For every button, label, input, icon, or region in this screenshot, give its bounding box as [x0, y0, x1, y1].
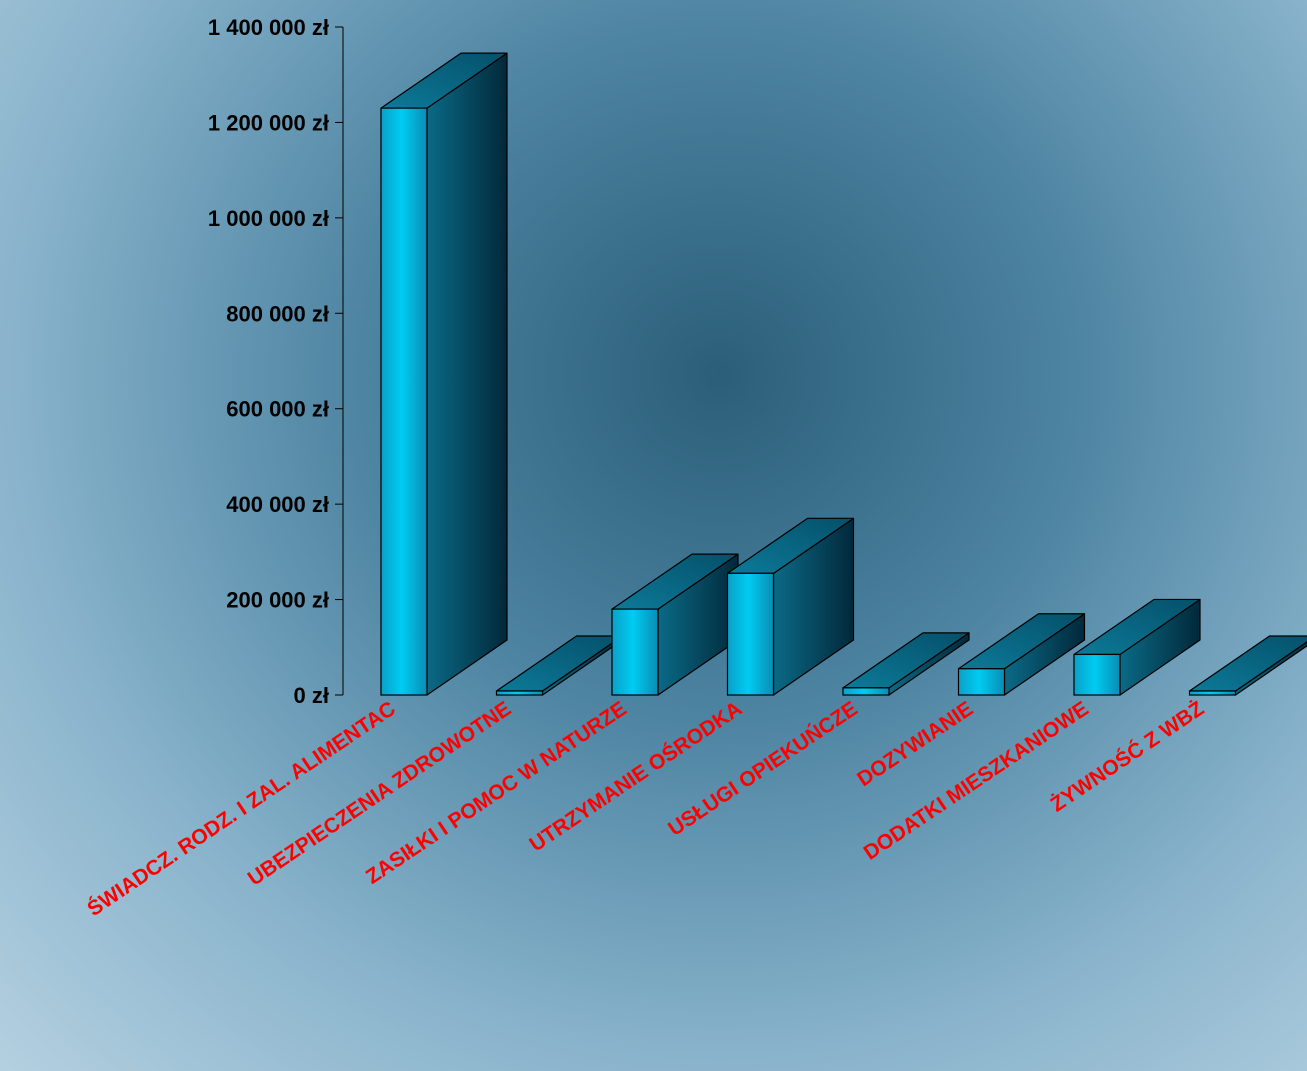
bar-front-face [1188, 690, 1237, 696]
bar[interactable] [380, 52, 508, 696]
y-tick-label: 600 000 zł [226, 397, 329, 422]
y-tick-label: 200 000 zł [226, 588, 329, 613]
y-tick-label: 1 400 000 zł [208, 15, 329, 40]
y-tick-label: 400 000 zł [226, 492, 329, 517]
bar-front-face [611, 608, 659, 696]
category-label: DODATKI MIESZKANIOWE [860, 697, 1093, 865]
bar-front-face [957, 668, 1006, 696]
category-label: UTRZYMANIE OŚRODKA [525, 696, 746, 856]
category-label: DOZYWIANIE [853, 697, 977, 791]
y-tick-label: 1 000 000 zł [208, 206, 329, 231]
bar-top-face [1188, 635, 1307, 692]
y-tick-label: 1 200 000 zł [208, 110, 329, 135]
bar[interactable] [957, 613, 1086, 696]
y-tick-label: 800 000 zł [226, 301, 329, 326]
bar[interactable] [1073, 598, 1201, 696]
category-label: USŁUGI OPIEKUŃCZE [664, 697, 862, 841]
bar[interactable] [842, 632, 970, 696]
bar-front-face [726, 572, 775, 696]
y-tick-label: 0 zł [294, 683, 329, 708]
bar[interactable] [726, 517, 855, 696]
bar-front-face [380, 107, 428, 696]
bar-front-face [1073, 653, 1121, 696]
bar-front-face [495, 690, 544, 696]
bar[interactable] [611, 553, 739, 696]
bar-front-face [842, 687, 890, 696]
bar-side-face [426, 52, 508, 696]
bar[interactable] [495, 635, 624, 696]
bar[interactable] [1188, 635, 1307, 696]
